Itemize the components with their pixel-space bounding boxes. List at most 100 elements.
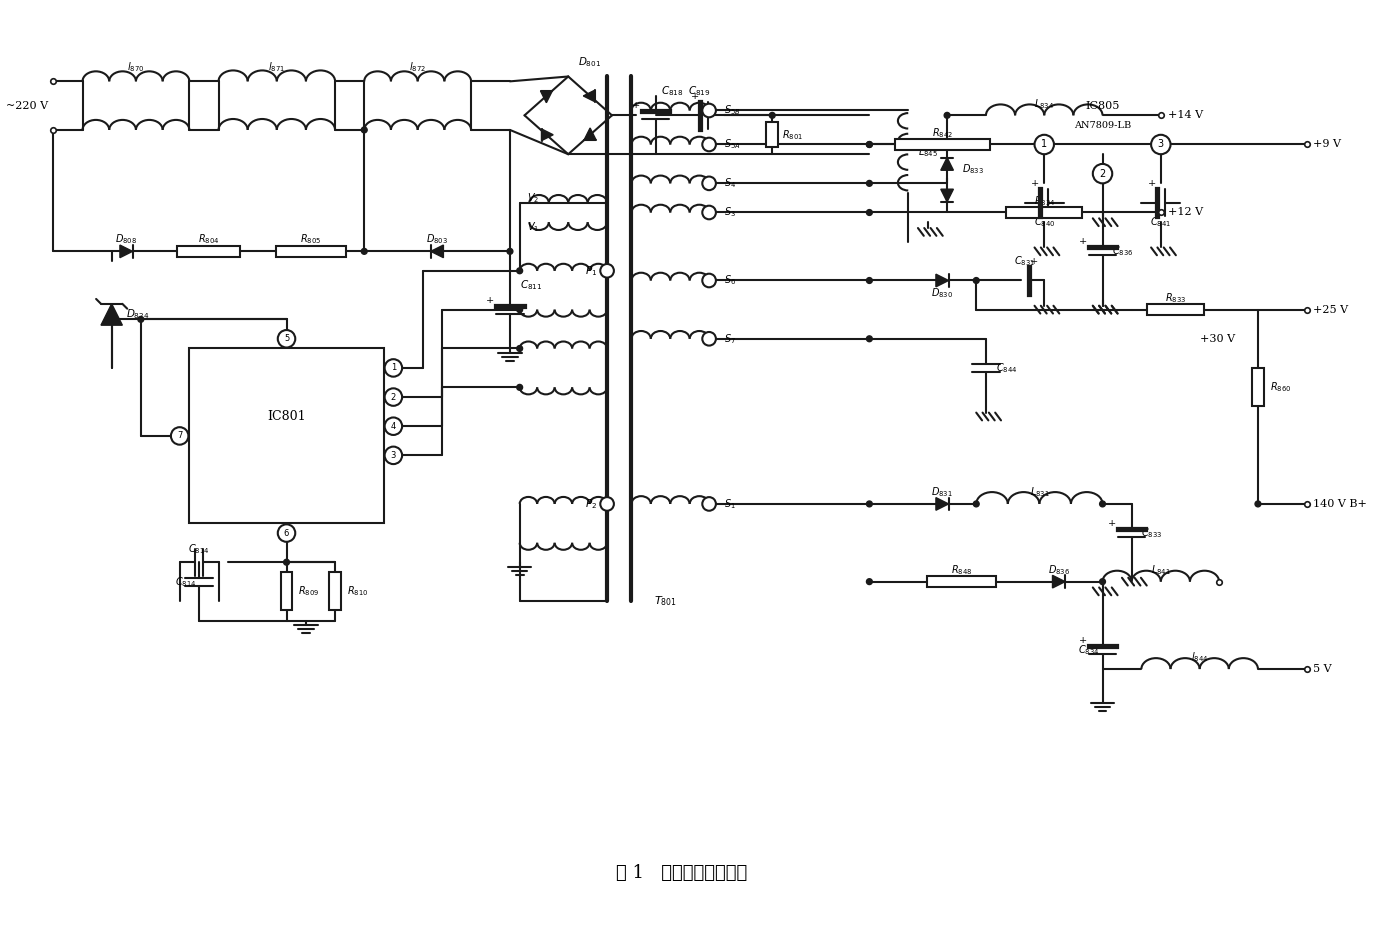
Bar bbox=[927, 576, 996, 587]
Circle shape bbox=[702, 332, 716, 346]
Circle shape bbox=[702, 177, 716, 190]
Text: +: + bbox=[1107, 519, 1116, 528]
Circle shape bbox=[385, 417, 403, 435]
Text: ~220 V: ~220 V bbox=[7, 101, 48, 110]
Text: $l_{844}$: $l_{844}$ bbox=[1191, 651, 1208, 664]
Circle shape bbox=[517, 384, 522, 390]
Text: $V_2$: $V_2$ bbox=[526, 191, 539, 205]
Circle shape bbox=[867, 336, 872, 341]
Circle shape bbox=[1151, 135, 1171, 154]
Text: +: + bbox=[486, 295, 495, 305]
Text: +9 V: +9 V bbox=[1314, 139, 1341, 150]
Circle shape bbox=[769, 112, 775, 118]
Polygon shape bbox=[941, 158, 954, 170]
Text: $S_{5B}$: $S_{5B}$ bbox=[724, 104, 741, 118]
Polygon shape bbox=[1052, 575, 1065, 588]
Text: $D_{836}$: $D_{836}$ bbox=[1048, 563, 1070, 577]
Circle shape bbox=[1254, 501, 1261, 507]
Text: $C_{836}$: $C_{836}$ bbox=[1112, 244, 1134, 258]
Circle shape bbox=[944, 112, 949, 118]
Text: $P_2$: $P_2$ bbox=[585, 497, 598, 511]
Circle shape bbox=[361, 127, 367, 133]
Text: $C_{811}$: $C_{811}$ bbox=[519, 279, 543, 293]
Text: $S_3$: $S_3$ bbox=[724, 206, 735, 220]
Text: $L_{845}$: $L_{845}$ bbox=[918, 145, 938, 159]
Text: 2: 2 bbox=[390, 393, 396, 401]
Text: $P_1$: $P_1$ bbox=[585, 264, 598, 278]
Text: $R_{801}$: $R_{801}$ bbox=[782, 128, 802, 142]
Text: +12 V: +12 V bbox=[1168, 208, 1202, 218]
Text: +: + bbox=[691, 92, 699, 101]
Text: +: + bbox=[1079, 237, 1087, 247]
Text: $l_{872}$: $l_{872}$ bbox=[409, 60, 426, 74]
Text: $C_{814}$: $C_{814}$ bbox=[188, 542, 210, 556]
Circle shape bbox=[867, 141, 872, 148]
Polygon shape bbox=[431, 245, 444, 258]
Circle shape bbox=[867, 180, 872, 186]
Bar bbox=[330, 572, 341, 611]
Text: $l_{871}$: $l_{871}$ bbox=[268, 60, 286, 74]
Circle shape bbox=[278, 330, 295, 348]
Text: $C_{831}$: $C_{831}$ bbox=[1014, 254, 1036, 268]
Text: $L_{841}$: $L_{841}$ bbox=[1151, 563, 1171, 577]
Text: $R_{804}$: $R_{804}$ bbox=[198, 232, 220, 246]
Text: 1: 1 bbox=[1041, 139, 1047, 150]
Text: $R_{860}$: $R_{860}$ bbox=[1270, 381, 1292, 395]
Text: $R_{842}$: $R_{842}$ bbox=[932, 126, 952, 139]
Circle shape bbox=[385, 388, 403, 406]
Text: 2: 2 bbox=[1099, 168, 1106, 179]
Text: 5: 5 bbox=[284, 335, 289, 343]
Text: $R_{809}$: $R_{809}$ bbox=[298, 584, 319, 598]
Polygon shape bbox=[584, 90, 595, 102]
Text: $R_{805}$: $R_{805}$ bbox=[300, 232, 322, 246]
Text: $R_{810}$: $R_{810}$ bbox=[346, 584, 368, 598]
Text: $C_{840}$: $C_{840}$ bbox=[1033, 215, 1055, 229]
Circle shape bbox=[137, 316, 144, 323]
Text: $S_7$: $S_7$ bbox=[724, 332, 735, 346]
Text: $D_{801}$: $D_{801}$ bbox=[578, 55, 602, 69]
Text: +14 V: +14 V bbox=[1168, 110, 1202, 121]
Circle shape bbox=[1035, 135, 1054, 154]
Text: 5 V: 5 V bbox=[1314, 664, 1331, 674]
Bar bbox=[1006, 207, 1083, 219]
Text: +: + bbox=[1079, 636, 1087, 645]
Bar bbox=[190, 349, 383, 524]
Polygon shape bbox=[540, 91, 552, 103]
Bar bbox=[767, 122, 778, 148]
Polygon shape bbox=[584, 128, 596, 139]
Text: $S_{5A}$: $S_{5A}$ bbox=[724, 137, 741, 151]
Bar bbox=[1147, 304, 1204, 315]
Circle shape bbox=[867, 278, 872, 283]
Text: $C_{834}$: $C_{834}$ bbox=[1079, 642, 1099, 656]
Circle shape bbox=[600, 497, 614, 511]
Text: $D_{833}$: $D_{833}$ bbox=[962, 162, 984, 176]
Circle shape bbox=[1099, 501, 1106, 507]
Text: $S_1$: $S_1$ bbox=[724, 497, 735, 511]
Text: IC801: IC801 bbox=[267, 410, 306, 423]
Text: IC805: IC805 bbox=[1085, 101, 1120, 110]
Text: $C_{841}$: $C_{841}$ bbox=[1150, 215, 1172, 229]
Text: $C_{814}$: $C_{814}$ bbox=[174, 575, 196, 588]
Circle shape bbox=[109, 316, 114, 323]
Text: 1: 1 bbox=[390, 364, 396, 372]
Text: $D_{808}$: $D_{808}$ bbox=[115, 232, 137, 246]
Text: $R_{848}$: $R_{848}$ bbox=[951, 563, 973, 577]
Text: 7: 7 bbox=[177, 431, 183, 440]
Text: $S_6$: $S_6$ bbox=[724, 274, 735, 287]
Text: $C_{819}$: $C_{819}$ bbox=[688, 84, 710, 98]
Circle shape bbox=[867, 209, 872, 215]
Circle shape bbox=[283, 559, 290, 565]
Bar bbox=[894, 138, 989, 151]
Polygon shape bbox=[120, 245, 132, 258]
Circle shape bbox=[702, 274, 716, 287]
Text: 3: 3 bbox=[390, 451, 396, 460]
Bar bbox=[177, 246, 240, 257]
Text: +: + bbox=[1147, 180, 1156, 188]
Text: +: + bbox=[632, 102, 640, 110]
Circle shape bbox=[702, 497, 716, 511]
Circle shape bbox=[702, 137, 716, 151]
Circle shape bbox=[170, 427, 188, 445]
Circle shape bbox=[600, 264, 614, 278]
Text: $C_{818}$: $C_{818}$ bbox=[661, 84, 683, 98]
Text: $D_{824}$: $D_{824}$ bbox=[126, 308, 150, 322]
